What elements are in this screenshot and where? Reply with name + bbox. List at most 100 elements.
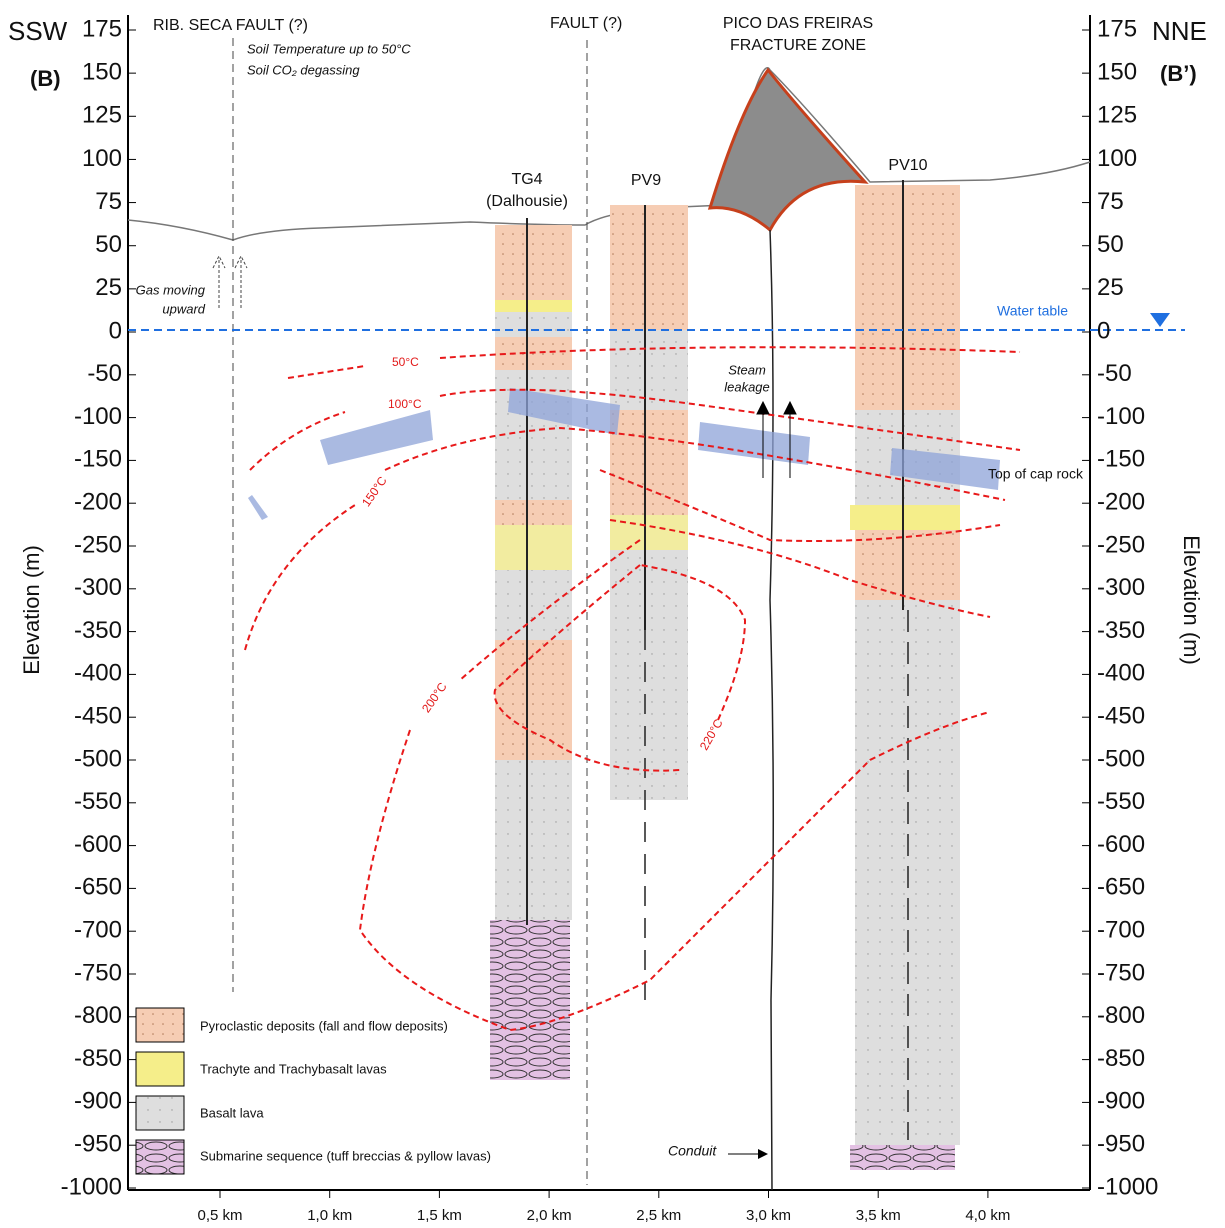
y-tick-label: 75	[1097, 188, 1124, 215]
y-tick-label: -350	[74, 617, 122, 644]
ssw: SSW	[8, 16, 68, 46]
y-tick-label: -50	[1097, 360, 1132, 387]
y-tick-label: -900	[1097, 1088, 1145, 1115]
rib-fault-label: RIB. SECA FAULT (?)	[153, 17, 308, 34]
isotherm-label: 100°C	[388, 397, 422, 411]
x-tick-label: 1,0 km	[307, 1207, 352, 1224]
x-tick-label: 2,5 km	[636, 1207, 681, 1224]
y-tick-label: -550	[1097, 788, 1145, 815]
y-tick-label: -300	[1097, 574, 1145, 601]
isotherm-label: 200°C	[419, 680, 450, 716]
isotherm-label: 150°C	[359, 474, 390, 510]
x-tick-label: 4,0 km	[965, 1207, 1010, 1224]
y-tick-label: -100	[74, 403, 122, 430]
nne: NNE	[1152, 16, 1207, 46]
b-right: (B’)	[1160, 61, 1197, 86]
y-tick-label: 100	[82, 145, 122, 172]
y-tick-label: 150	[82, 58, 122, 85]
cross-section: SSW (B) NNE (B’) RIB. SECA FAULT (?) Soi…	[0, 0, 1225, 1228]
y-tick-label: 100	[1097, 145, 1137, 172]
y-tick-label: -100	[1097, 403, 1145, 430]
y-tick-label: -950	[1097, 1131, 1145, 1158]
well-sub: (Dalhousie)	[486, 193, 568, 210]
b-left: (B)	[30, 66, 61, 91]
y-tick-label: -650	[1097, 874, 1145, 901]
soil-temp: Soil Temperature up to 50°C	[247, 41, 411, 56]
fault-label: FAULT (?)	[550, 15, 622, 32]
y-tick-label: -450	[74, 703, 122, 730]
y-tick-label: -700	[1097, 917, 1145, 944]
y-tick-label: -450	[1097, 703, 1145, 730]
gas-arrows	[213, 256, 247, 308]
steam-label: Steam	[728, 362, 766, 377]
y-tick-label: -750	[74, 959, 122, 986]
y-tick-label: 0	[109, 317, 122, 344]
y-tick-label: -1000	[61, 1173, 122, 1200]
y-tick-label: 175	[82, 15, 122, 42]
y-tick-label: 25	[1097, 274, 1124, 301]
y-tick-label: -350	[1097, 617, 1145, 644]
y-tick-label: -950	[74, 1131, 122, 1158]
pico-label: PICO DAS FREIRAS	[723, 15, 873, 32]
y-tick-label: -500	[74, 745, 122, 772]
y-tick-label: 0	[1097, 317, 1110, 344]
y-tick-label: -400	[74, 660, 122, 687]
water-table-symbol	[1150, 313, 1170, 327]
y-tick-label: -250	[74, 531, 122, 558]
soil-co2: Soil CO₂ degassing	[247, 62, 360, 77]
x-tick-label: 1,5 km	[417, 1207, 462, 1224]
y-tick-label: 50	[1097, 231, 1124, 258]
well-name: PV9	[631, 172, 661, 189]
y-tick-label: -50	[87, 360, 122, 387]
y-tick-label: 125	[1097, 102, 1137, 129]
y-tick-label: -300	[74, 574, 122, 601]
y-tick-label: -150	[1097, 446, 1145, 473]
conduit-line	[770, 230, 773, 1190]
x-tick-label: 2,0 km	[527, 1207, 572, 1224]
y-axis-label-right: Elevation (m)	[1179, 535, 1204, 665]
y-tick-label: 175	[1097, 15, 1137, 42]
y-tick-label: -1000	[1097, 1173, 1158, 1200]
y-tick-label: -250	[1097, 531, 1145, 558]
x-tick-label: 3,0 km	[746, 1207, 791, 1224]
y-tick-label: -700	[74, 917, 122, 944]
conduit-arrow	[728, 1149, 768, 1159]
well-tg4	[490, 218, 572, 1080]
y-tick-label: -200	[1097, 489, 1145, 516]
legend-label: Basalt lava	[200, 1105, 264, 1120]
legend: Pyroclastic deposits (fall and flow depo…	[136, 1008, 491, 1174]
conduit-label: Conduit	[668, 1143, 717, 1159]
steam-label: leakage	[724, 379, 770, 394]
y-tick-label: -850	[1097, 1045, 1145, 1072]
y-tick-label: -800	[74, 1002, 122, 1029]
x-tick-label: 3,5 km	[856, 1207, 901, 1224]
y-tick-label: -650	[74, 874, 122, 901]
y-tick-label: -900	[74, 1088, 122, 1115]
water-table-label: Water table	[997, 303, 1068, 319]
gas-label: upward	[162, 301, 205, 316]
well-pv10	[850, 180, 960, 1170]
y-tick-label: 50	[95, 231, 122, 258]
well-pv9	[610, 205, 688, 1000]
y-tick-label: -200	[74, 489, 122, 516]
y-tick-label: -150	[74, 446, 122, 473]
y-tick-label: 150	[1097, 58, 1137, 85]
y-tick-label: 125	[82, 102, 122, 129]
gas-label: Gas moving	[136, 282, 206, 297]
y-tick-label: -600	[74, 831, 122, 858]
well-name: PV10	[888, 157, 927, 174]
isotherm-label: 50°C	[392, 355, 419, 369]
legend-label: Trachyte and Trachybasalt lavas	[200, 1061, 387, 1076]
y-tick-label: -800	[1097, 1002, 1145, 1029]
well-name: TG4	[511, 171, 542, 188]
y-tick-label: -400	[1097, 660, 1145, 687]
y-tick-label: 75	[95, 188, 122, 215]
isotherm-label: 220°C	[697, 716, 726, 752]
legend-label: Submarine sequence (tuff breccias & pyll…	[200, 1148, 491, 1163]
y-tick-label: -500	[1097, 745, 1145, 772]
x-tick-label: 0,5 km	[197, 1207, 242, 1224]
y-tick-label: 25	[95, 274, 122, 301]
y-tick-label: -550	[74, 788, 122, 815]
y-tick-label: -750	[1097, 959, 1145, 986]
y-tick-label: -850	[74, 1045, 122, 1072]
